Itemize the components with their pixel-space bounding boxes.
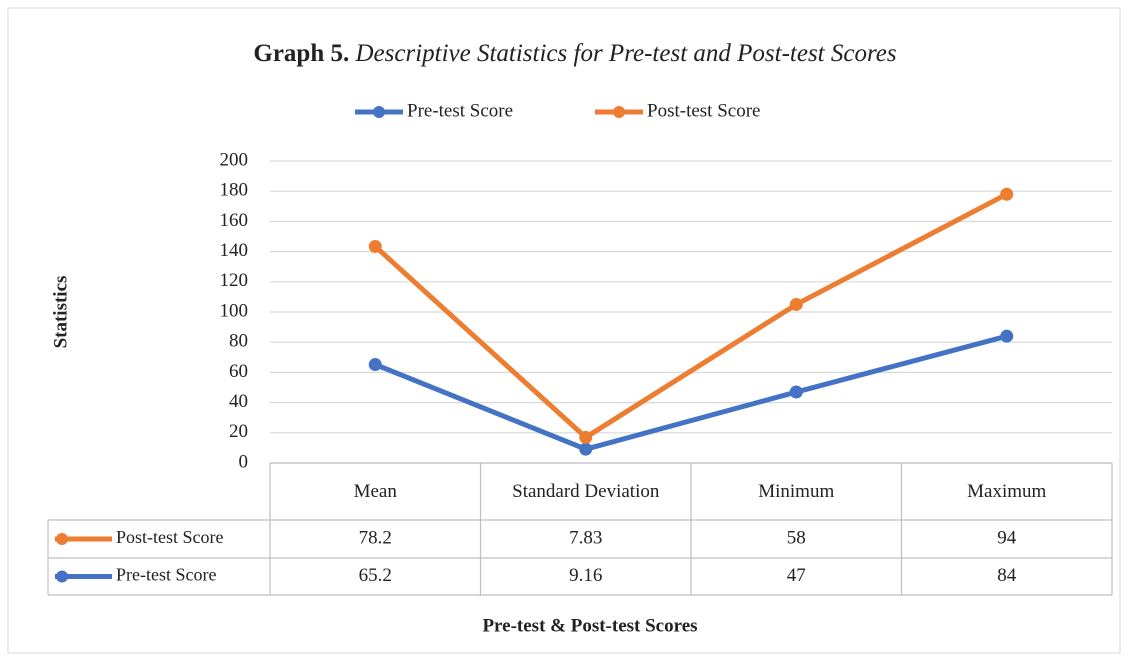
- y-tick-label: 140: [220, 240, 249, 261]
- point-marker: [368, 358, 382, 372]
- table-value: 65.2: [359, 565, 392, 586]
- x-tick-label: Standard Deviation: [512, 480, 660, 502]
- point-marker: [368, 239, 382, 253]
- x-tick-label: Maximum: [967, 480, 1047, 502]
- chart-title: Graph 5. Descriptive Statistics for Pre-…: [253, 40, 896, 67]
- table-row-label: Post-test Score: [116, 527, 224, 547]
- y-tick-label: 0: [239, 451, 249, 472]
- y-axis-label: Statistics: [50, 276, 71, 349]
- legend-label: Post-test Score: [647, 100, 760, 121]
- legend-marker: [373, 106, 385, 118]
- y-tick-label: 160: [220, 210, 249, 231]
- table-value: 94: [997, 527, 1017, 548]
- point-marker: [1000, 329, 1014, 343]
- legend-label: Pre-test Score: [407, 100, 513, 121]
- category-cell: Standard Deviation: [512, 480, 660, 502]
- point-marker: [579, 430, 593, 444]
- table-legend-marker: [56, 533, 68, 545]
- y-tick-label: 120: [220, 270, 249, 291]
- category-cell: Mean: [353, 480, 397, 502]
- table-legend-marker: [56, 570, 68, 583]
- table-value: 78.2: [359, 527, 392, 548]
- chart-frame: [7, 7, 1121, 654]
- legend-marker: [613, 106, 625, 118]
- y-tick-label: 60: [229, 361, 248, 382]
- point-marker: [789, 297, 803, 311]
- y-tick-label: 100: [220, 300, 249, 321]
- category-cell: Minimum: [758, 480, 835, 502]
- y-tick-label: 20: [229, 421, 248, 442]
- table-value: 58: [787, 527, 806, 548]
- table-value: 7.83: [569, 527, 602, 548]
- title-text: Descriptive Statistics for Pre-test and …: [354, 40, 896, 67]
- y-tick-label: 180: [220, 180, 249, 201]
- x-tick-label: Minimum: [758, 480, 835, 502]
- series-line: [374, 333, 1008, 452]
- point-marker: [579, 442, 593, 456]
- table-row-label: Pre-test Score: [116, 565, 216, 585]
- table-value: 47: [787, 565, 806, 586]
- x-tick-label: Mean: [353, 480, 397, 502]
- y-tick-label: 40: [229, 391, 248, 412]
- table-value: 84: [997, 565, 1017, 586]
- series-line: [373, 192, 1008, 440]
- x-axis-label: Pre-test & Post-test Scores: [482, 615, 697, 636]
- y-tick-label: 200: [220, 149, 249, 170]
- table-value: 9.16: [569, 565, 602, 586]
- y-tick-label: 80: [229, 331, 248, 352]
- point-marker: [1000, 187, 1014, 201]
- point-marker: [789, 385, 803, 399]
- category-cell: Maximum: [967, 480, 1047, 502]
- title-label: Graph 5.: [253, 40, 349, 67]
